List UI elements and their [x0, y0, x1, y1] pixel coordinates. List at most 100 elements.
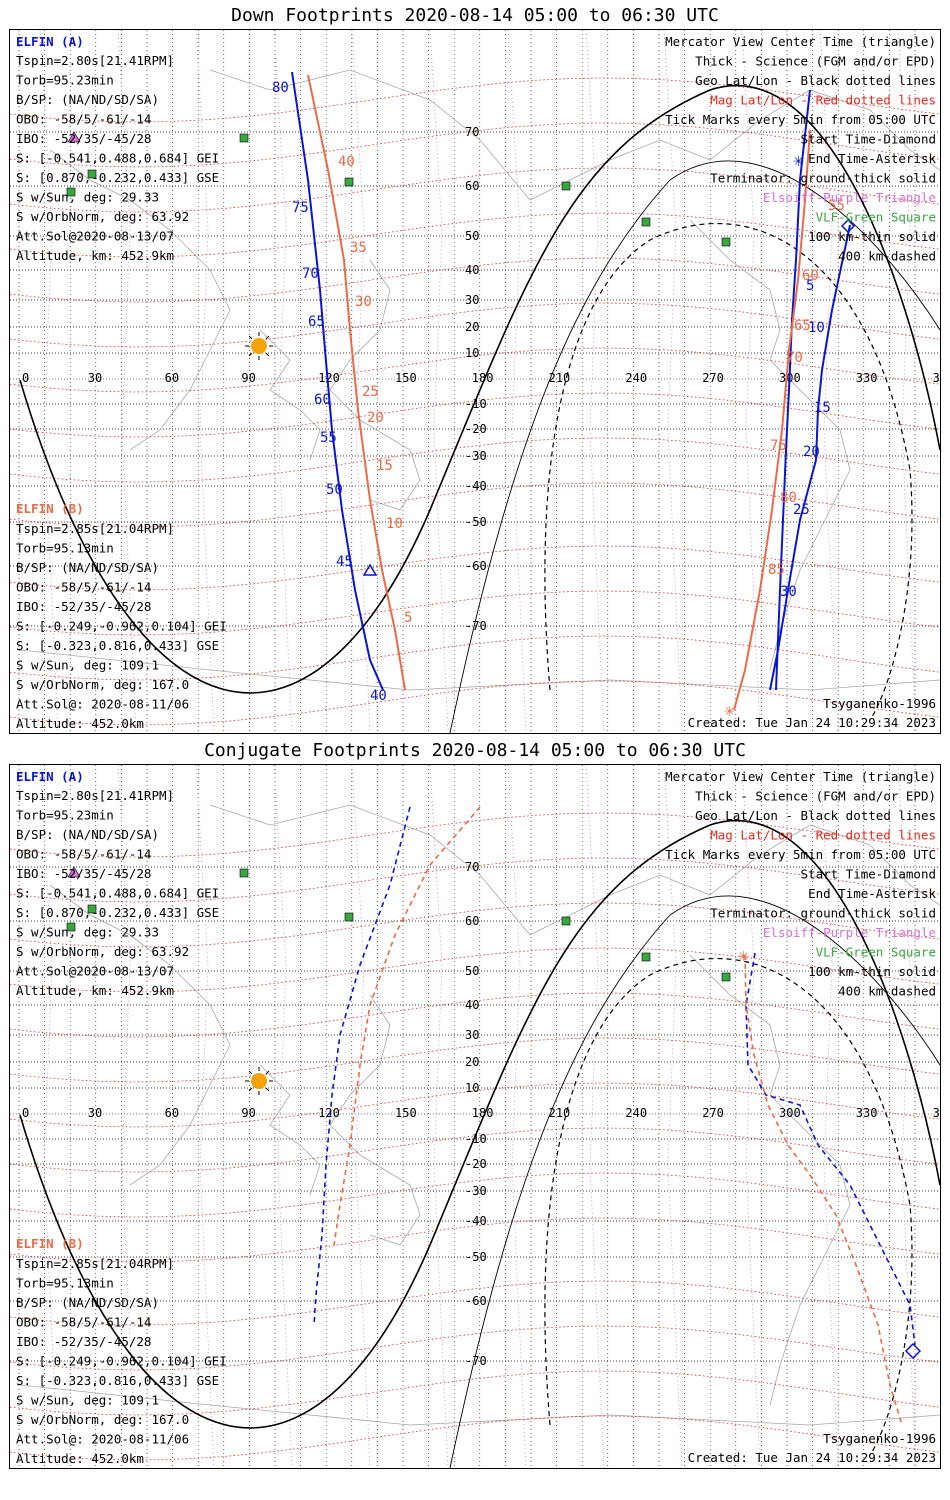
- lon-tick-label: 270: [702, 1106, 724, 1120]
- lat-tick-label: -10: [465, 1132, 487, 1146]
- legend-entry: VLF-Green Square: [816, 210, 936, 225]
- elfin-a-info-line: S: [0.870,-0.232,0.433] GSE: [16, 905, 219, 920]
- panel-title-down: Down Footprints 2020-08-14 05:00 to 06:3…: [231, 5, 719, 26]
- coastline: [329, 994, 421, 1246]
- end-asterisk: ✳: [793, 150, 804, 171]
- elfin-a-info-line: IBO: -52/35/-45/28: [16, 131, 151, 146]
- mag-lon-line: [819, 764, 839, 1469]
- lat-tick-label: 10: [465, 346, 479, 360]
- legend-entry: Tick Marks every 5min from 05:00 UTC: [665, 112, 936, 127]
- elfin-a-track-east: [775, 89, 811, 691]
- start-diamond: [904, 1342, 922, 1360]
- coastline: [49, 884, 231, 1186]
- legend-entry: 400 km-dashed: [838, 249, 936, 264]
- sun-marker: [251, 1073, 267, 1089]
- vlf-station-marker: [721, 237, 731, 247]
- view-center-triangle: [362, 563, 378, 576]
- elfin-a-info-line: S w/Sun, deg: 29.33: [16, 925, 159, 940]
- elfin-a-track-label: 50: [326, 482, 343, 498]
- elfin-a-info-line: Tspin=2.80s[21.41RPM]: [16, 53, 174, 68]
- coastline: [49, 149, 231, 451]
- elfin-a-info-line: OBO: -58/5/-61/-14: [16, 847, 151, 862]
- elfin-b-track-label: 25: [362, 384, 379, 400]
- elfin-a-track-label: 10: [808, 320, 825, 336]
- elfin-a-track-label: 65: [308, 314, 325, 330]
- lon-tick-label: 90: [241, 371, 255, 385]
- vlf-station-marker: [239, 868, 249, 878]
- elfin-b-info-line: Altitude: 452.0km: [16, 1451, 144, 1466]
- elfin-b-info-line: S w/Sun, deg: 109.1: [16, 1393, 159, 1408]
- sun-ray: [248, 352, 253, 357]
- elfin-b-info-line: OBO: -58/5/-61/-14: [16, 580, 151, 595]
- lat-tick-label: -50: [465, 1250, 487, 1264]
- mag-lon-line: [897, 764, 917, 1469]
- elfin-a-info-line: Altitude, km: 452.9km: [16, 248, 174, 263]
- elfin-a-info-line: IBO: -52/35/-45/28: [16, 866, 151, 881]
- lat-tick-label: -60: [465, 559, 487, 573]
- elfin-a-info-line: Torb=95.23min: [16, 808, 114, 823]
- elfin-a-info-line: OBO: -58/5/-61/-14: [16, 112, 151, 127]
- lon-tick-label: 300: [779, 1106, 801, 1120]
- lon-tick-label: 330: [856, 1106, 878, 1120]
- mag-lon-line: [429, 29, 449, 734]
- vlf-station-marker: [66, 187, 76, 197]
- end-asterisk: ✳: [724, 700, 735, 721]
- vlf-station-marker: [641, 217, 651, 227]
- elfin-b-track-label: 60: [802, 268, 819, 284]
- lat-tick-label: 70: [465, 860, 479, 874]
- legend-entry: 100 km-thin solid: [808, 229, 936, 244]
- mag-lon-line: [39, 29, 59, 734]
- elfin-b-header: ELFIN (B): [16, 501, 84, 516]
- elfin-a-track-label: 55: [320, 430, 337, 446]
- model-label: Tsyganenko-1996: [823, 1431, 936, 1446]
- elfin-b-info-line: B/SP: (NA/ND/SD/SA): [16, 560, 159, 575]
- terminator-100km: [449, 895, 941, 1469]
- legend-entry: Mag Lat/Lon - Red dotted lines: [710, 828, 936, 843]
- lat-tick-label: -30: [465, 449, 487, 463]
- lon-tick-label: 60: [165, 1106, 179, 1120]
- legend-entry: Mercator View Center Time (triangle): [665, 34, 936, 49]
- lon-tick-label: 120: [318, 1106, 340, 1120]
- legend-entry: End Time-Asterisk: [808, 151, 936, 166]
- legend-entry: 400 km-dashed: [838, 984, 936, 999]
- elfin-a-conj-track-east: [745, 952, 916, 1346]
- terminator-400km: [544, 957, 913, 1456]
- lon-tick-label: 360: [933, 1106, 940, 1120]
- mag-lon-line: [429, 764, 449, 1469]
- lon-tick-label: 90: [241, 1106, 255, 1120]
- vlf-station-marker: [66, 922, 76, 932]
- legend-entry: Start Time-Diamond: [801, 867, 936, 882]
- lat-tick-label: 60: [465, 914, 479, 928]
- lat-tick-label: -70: [465, 619, 487, 633]
- sun-marker: [251, 338, 267, 354]
- elfin-b-track-label: 20: [367, 410, 384, 426]
- lat-tick-label: -60: [465, 1294, 487, 1308]
- elfin-a-track-label: 75: [292, 200, 309, 216]
- vlf-station-marker: [561, 916, 571, 926]
- elsoiff-triangle: [67, 866, 81, 878]
- lat-tick-label: 10: [465, 1081, 479, 1095]
- elfin-b-info-line: S: [-0.323,0.816,0.433] GSE: [16, 1373, 219, 1388]
- coastline: [259, 1064, 321, 1196]
- lat-tick-label: 50: [465, 229, 479, 243]
- elfin-a-info-line: Att.Sol@2020-08-13/07: [16, 229, 174, 244]
- elfin-b-track-label: 15: [376, 458, 393, 474]
- coastline: [689, 219, 851, 671]
- lon-tick-label: 30: [88, 371, 102, 385]
- elfin-b-info-line: S w/OrbNorm, deg: 167.0: [16, 1412, 189, 1427]
- vlf-station-marker: [561, 181, 571, 191]
- terminator-ground: [19, 84, 941, 694]
- elfin-b-track-label: 85: [768, 562, 785, 578]
- lon-tick-label: 210: [549, 371, 571, 385]
- mag-lon-line: [897, 29, 917, 734]
- legend-entry: Geo Lat/Lon - Black dotted lines: [695, 73, 936, 88]
- coastline: [209, 804, 941, 936]
- vlf-station-marker: [87, 904, 97, 914]
- elfin-b-info-line: S: [-0.249,-0.962,0.104] GEI: [16, 1354, 227, 1369]
- mag-lon-line: [273, 29, 293, 734]
- elfin-a-track-west: [291, 71, 384, 691]
- legend-entry: End Time-Asterisk: [808, 886, 936, 901]
- elfin-a-track-label: 15: [814, 400, 831, 416]
- coastline: [259, 329, 321, 461]
- lon-tick-label: 180: [472, 1106, 494, 1120]
